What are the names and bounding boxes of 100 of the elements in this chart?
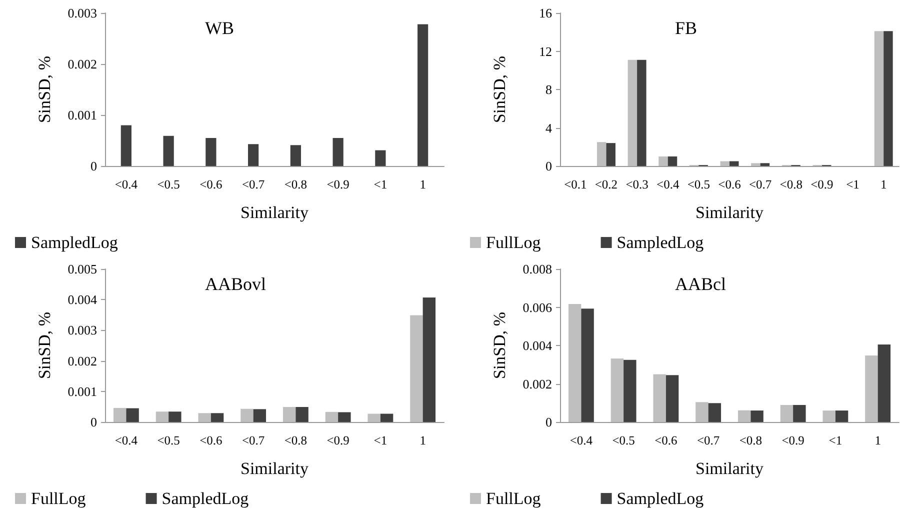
x-tick-label: <0.7 (696, 434, 720, 448)
y-tick-label: 0.006 (522, 300, 552, 315)
x-tick-label: <0.8 (284, 178, 308, 192)
bar (410, 315, 423, 422)
bar (418, 24, 428, 166)
bar (240, 408, 254, 422)
bar (610, 358, 624, 422)
bar (120, 125, 132, 166)
x-tick-label: <0.4 (114, 434, 138, 448)
bar (163, 136, 174, 166)
bar (878, 344, 891, 422)
bar (780, 404, 794, 422)
bar (210, 413, 224, 422)
x-axis-title: Similarity (240, 459, 309, 478)
bar (835, 410, 848, 422)
bar (168, 412, 182, 422)
y-tick-label: 0.002 (68, 353, 97, 368)
bar (248, 144, 259, 166)
chart-title: WB (205, 18, 234, 38)
x-tick-label: <1 (828, 434, 842, 448)
x-tick-label: <0.4 (570, 434, 594, 448)
y-tick-label: 0.002 (522, 376, 552, 392)
x-tick-label: <0.8 (284, 434, 308, 448)
x-tick-label: <0.6 (718, 178, 741, 192)
x-tick-label: <0.9 (326, 178, 350, 192)
x-tick-label: <0.9 (810, 178, 834, 192)
x-tick-label: <0.9 (326, 434, 350, 448)
x-tick-label: <0.6 (200, 434, 222, 448)
bar (606, 143, 616, 166)
bar (751, 163, 760, 166)
x-tick-label: <0.2 (594, 178, 618, 192)
bar (422, 297, 436, 422)
bar (568, 304, 582, 422)
legend-label: SampledLog (162, 489, 250, 508)
y-tick-label: 4 (546, 120, 552, 136)
bar (206, 138, 216, 166)
y-tick-label: 0.001 (68, 108, 97, 122)
bar (325, 412, 338, 422)
y-tick-label: 0.003 (68, 6, 97, 20)
x-tick-label: 1 (880, 178, 887, 192)
y-tick-label: 0 (546, 158, 552, 174)
bar (822, 410, 836, 422)
bar (738, 410, 751, 422)
legend-label: FullLog (486, 233, 542, 252)
legend-label: FullLog (31, 489, 86, 508)
bar (874, 31, 884, 166)
x-tick-label: <0.3 (626, 178, 648, 192)
y-tick-label: 0.003 (68, 322, 97, 338)
bar (628, 60, 638, 166)
bar (156, 412, 169, 422)
y-tick-label: 8 (546, 82, 552, 97)
bar (730, 161, 739, 166)
y-tick-label: 0.001 (68, 384, 97, 399)
y-tick-label: 16 (539, 6, 552, 20)
bar (113, 408, 126, 422)
bar (637, 60, 646, 166)
y-tick-label: 12 (539, 44, 552, 59)
x-tick-label: <0.6 (654, 434, 678, 448)
bar (375, 150, 386, 166)
x-tick-label: <0.5 (687, 178, 710, 192)
legend-label: SampledLog (616, 489, 704, 508)
bar (668, 156, 678, 166)
bar (865, 355, 878, 422)
y-tick-label: 0.002 (68, 56, 97, 72)
bar (793, 404, 806, 422)
x-tick-label: <0.7 (242, 434, 265, 448)
bar (581, 308, 594, 422)
bar (290, 145, 301, 166)
bar (253, 409, 266, 422)
bar (708, 403, 722, 422)
bar (720, 161, 730, 166)
x-tick-label: <0.5 (157, 178, 180, 192)
x-tick-label: <1 (846, 178, 860, 192)
x-tick-label: <0.4 (114, 178, 138, 192)
x-tick-label: <0.8 (739, 434, 762, 448)
bar (750, 410, 764, 422)
x-tick-label: 1 (420, 434, 426, 448)
bar (338, 412, 351, 422)
x-axis-title: Similarity (696, 459, 764, 478)
x-tick-label: <0.7 (242, 178, 265, 192)
bar (126, 408, 139, 422)
y-tick-label: 0 (90, 158, 97, 174)
x-tick-label: <0.5 (612, 434, 635, 448)
y-tick-label: 0.004 (68, 292, 98, 308)
bar (624, 360, 636, 422)
x-tick-label: 1 (874, 434, 881, 448)
x-tick-label: <0.4 (656, 178, 680, 192)
legend-label: SampledLog (616, 233, 704, 252)
legend-label: SampledLog (31, 233, 118, 252)
x-tick-label: <0.5 (157, 434, 180, 448)
y-axis-title: SinSD, % (35, 312, 54, 380)
bar (596, 142, 606, 166)
x-tick-label: <0.7 (748, 178, 772, 192)
chart-title: AABcl (675, 274, 726, 294)
x-tick-label: <0.8 (780, 178, 802, 192)
bar (332, 138, 344, 166)
x-tick-label: <1 (374, 434, 388, 448)
chart-title: AABovl (205, 274, 266, 294)
y-tick-label: 0.008 (522, 262, 552, 276)
x-tick-label: <0.6 (200, 178, 222, 192)
